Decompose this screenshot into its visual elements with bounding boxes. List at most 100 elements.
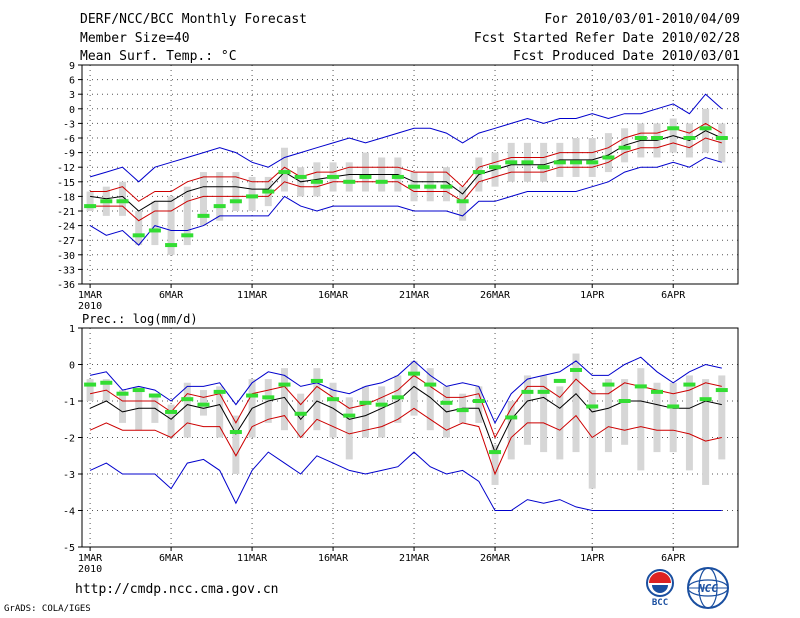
y-tick-label: -33 xyxy=(57,265,75,276)
observed-marker xyxy=(683,382,696,387)
observed-marker xyxy=(408,184,421,189)
x-tick-year: 2010 xyxy=(78,564,102,575)
observed-marker xyxy=(262,189,275,194)
observed-marker xyxy=(634,136,647,140)
y-tick-label: 6 xyxy=(69,76,75,87)
variable-label: Mean Surf. Temp.: °C xyxy=(80,49,237,64)
bcc-logo: BCC xyxy=(646,569,674,608)
ensemble-box xyxy=(669,382,677,453)
y-tick-label: -3 xyxy=(63,119,75,130)
ensemble-box xyxy=(86,379,94,401)
ensemble-box xyxy=(345,397,353,460)
observed-marker xyxy=(505,160,518,165)
ensemble-box xyxy=(232,172,240,211)
y-tick-label: -2 xyxy=(63,434,75,445)
observed-marker xyxy=(278,170,291,175)
observed-marker xyxy=(408,371,421,376)
observed-marker xyxy=(651,136,664,140)
y-tick-label: -30 xyxy=(57,251,75,262)
ensemble-box xyxy=(588,390,596,489)
ensemble-box xyxy=(167,196,175,255)
ensemble-box xyxy=(637,368,645,471)
observed-marker xyxy=(375,402,388,407)
ensemble-box xyxy=(313,368,321,431)
observed-marker xyxy=(586,160,599,165)
ensemble-box xyxy=(604,133,612,173)
x-tick-label: 1MAR xyxy=(78,553,103,564)
ensemble-box xyxy=(475,386,483,423)
observed-marker xyxy=(440,184,453,189)
observed-marker xyxy=(456,408,469,413)
ensemble-box xyxy=(86,191,94,211)
source-url[interactable]: http://cmdp.ncc.cma.gov.cn xyxy=(75,582,279,597)
x-tick-label: 6APR xyxy=(661,553,686,564)
y-tick-label: 1 xyxy=(69,324,75,335)
observed-marker xyxy=(424,184,437,189)
ensemble-box xyxy=(183,382,191,438)
precip-label: Prec.: log(mm/d) xyxy=(82,312,198,326)
y-tick-label: 9 xyxy=(69,61,75,72)
observed-marker xyxy=(327,397,340,402)
x-tick-label: 11MAR xyxy=(237,553,268,564)
observed-marker xyxy=(440,400,453,405)
observed-marker xyxy=(294,174,307,179)
observed-marker xyxy=(327,174,340,179)
ensemble-box xyxy=(345,162,353,192)
observed-marker xyxy=(586,404,599,409)
plot-frame xyxy=(81,64,739,285)
observed-marker xyxy=(116,199,129,204)
ensemble-box xyxy=(151,201,159,246)
observed-marker xyxy=(537,389,550,394)
observed-marker xyxy=(262,395,275,400)
ensemble-box xyxy=(442,167,450,202)
observed-marker xyxy=(148,393,161,398)
ensemble-min-line xyxy=(89,451,722,511)
y-tick-label: -4 xyxy=(63,507,75,518)
ensemble-box xyxy=(118,390,126,423)
svg-text:BCC: BCC xyxy=(652,598,668,608)
ensemble-max-line xyxy=(89,156,722,246)
y-tick-label: -5 xyxy=(63,543,75,554)
ensemble-box xyxy=(621,379,629,445)
ensemble-box xyxy=(702,379,710,485)
observed-marker xyxy=(553,160,566,165)
y-tick-label: -21 xyxy=(57,207,75,218)
ensemble-max-line xyxy=(89,356,722,425)
observed-marker xyxy=(618,145,631,150)
observed-marker xyxy=(100,199,113,204)
observed-marker xyxy=(100,380,113,385)
observed-marker xyxy=(197,213,210,218)
x-tick-label: 16MAR xyxy=(318,553,349,564)
x-tick-label: 6MAR xyxy=(159,553,184,564)
observed-marker xyxy=(424,382,437,387)
y-tick-label: 0 xyxy=(69,105,75,116)
y-tick-label: -18 xyxy=(57,192,75,203)
ensemble-box xyxy=(588,138,596,177)
ensemble-box xyxy=(491,444,499,485)
member-size: Member Size=40 xyxy=(80,31,190,46)
observed-marker xyxy=(456,199,469,204)
y-tick-label: 3 xyxy=(69,90,75,101)
observed-marker xyxy=(489,165,502,170)
observed-marker xyxy=(310,179,323,184)
ensemble-box xyxy=(361,386,369,438)
observed-marker xyxy=(359,174,372,179)
observed-marker xyxy=(116,391,129,396)
ensemble-box xyxy=(540,375,548,453)
ensemble-box xyxy=(572,138,580,177)
observed-marker xyxy=(699,397,712,402)
ensemble-box xyxy=(280,147,288,192)
x-tick-label: 16MAR xyxy=(318,290,349,301)
observed-marker xyxy=(699,126,712,131)
observed-marker xyxy=(375,179,388,184)
forecast-produced-date: Fcst Produced Date 2010/03/01 xyxy=(513,49,740,64)
observed-marker xyxy=(213,389,226,394)
ensemble-box xyxy=(329,382,337,438)
y-tick-label: -24 xyxy=(57,222,75,233)
plot-frame xyxy=(81,327,739,548)
observed-marker xyxy=(84,382,97,387)
observed-marker xyxy=(229,199,242,204)
observed-marker xyxy=(602,382,615,387)
observed-marker xyxy=(310,378,323,383)
